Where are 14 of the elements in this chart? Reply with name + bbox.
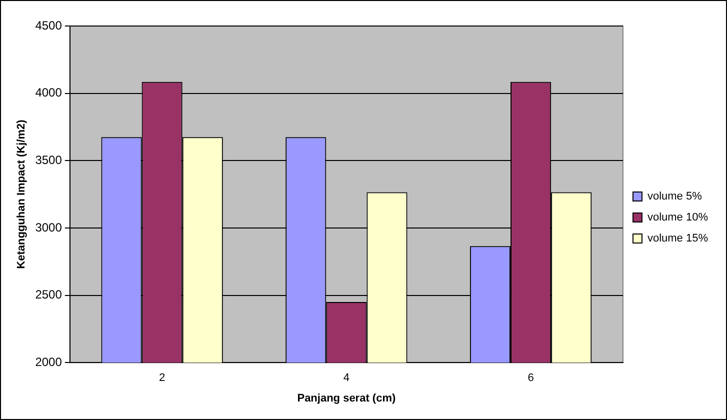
y-axis-title: Ketangguhan Impact (Kj/m2) <box>16 119 28 269</box>
x-tick-label: 4 <box>343 372 350 384</box>
x-tick-label: 2 <box>159 372 166 384</box>
y-tick-label: 3500 <box>35 152 62 167</box>
y-tick-label: 3000 <box>35 220 62 234</box>
y-tick-label: 4000 <box>35 86 62 100</box>
legend-label: volume 10% <box>647 212 708 224</box>
y-tick-label: 2500 <box>35 288 62 302</box>
legend-label: volume 5% <box>647 190 702 203</box>
x-axis-title: Panjang serat (cm) <box>297 392 396 404</box>
y-tick-label: 2000 <box>35 354 62 369</box>
y-tick-label: 4500 <box>35 18 62 32</box>
legend-label: volume 15% <box>647 232 708 245</box>
x-tick-label: 6 <box>528 372 534 384</box>
